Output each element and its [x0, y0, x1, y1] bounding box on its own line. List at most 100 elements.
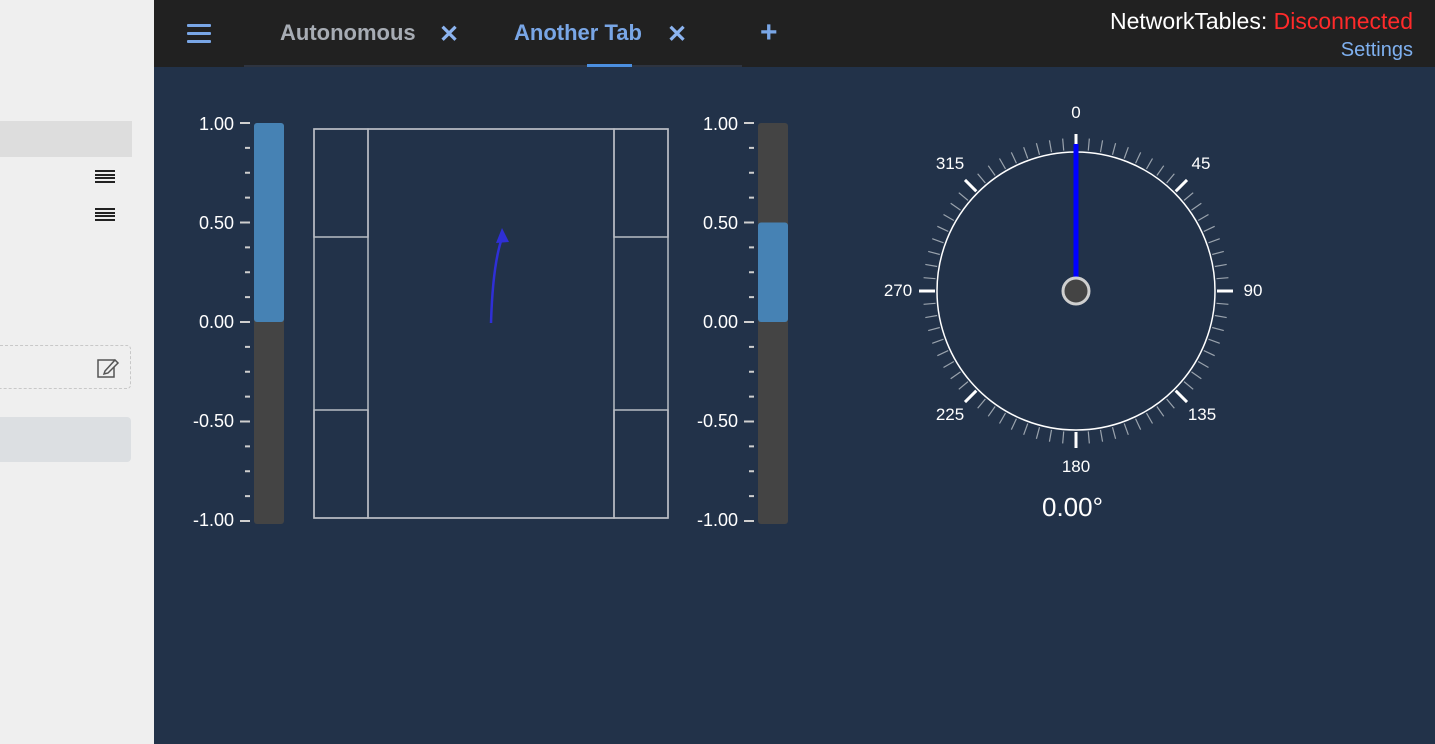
close-icon[interactable]: ✕: [667, 21, 688, 48]
gyro-minor-tick: [1145, 412, 1154, 424]
gyro-minor-tick: [937, 225, 949, 232]
gyro-minor-tick: [1099, 140, 1104, 153]
gyro-minor-tick: [1183, 192, 1194, 201]
tick-label: -1.00: [192, 510, 234, 530]
gyro-minor-tick: [1087, 431, 1090, 444]
add-tab-button[interactable]: +: [760, 16, 778, 49]
drivebase-body: [367, 128, 615, 519]
gyro-minor-tick: [950, 202, 961, 211]
gyro-label-0: 0: [1071, 103, 1080, 122]
tab-autonomous[interactable]: Autonomous ✕: [280, 20, 459, 48]
gyro-major-tick: [963, 389, 978, 404]
gyro-minor-tick: [1216, 302, 1229, 305]
gyro-minor-tick: [950, 371, 961, 380]
gyro-minor-tick: [928, 326, 940, 332]
gyro-minor-tick: [998, 412, 1007, 424]
gyro-minor-tick: [932, 238, 944, 244]
gyro-dial: [936, 151, 1216, 431]
gyro-minor-tick: [1062, 138, 1065, 151]
tick-label: 1.00: [198, 114, 234, 134]
tab-label: Autonomous: [280, 20, 416, 45]
gyro-minor-tick: [1203, 350, 1215, 357]
gyro-minor-tick: [1203, 225, 1215, 232]
gyro-minor-tick: [987, 406, 996, 417]
heading-value: 0.00°: [1042, 492, 1104, 522]
gyro-ticks: [919, 134, 1233, 448]
list-icon[interactable]: [95, 208, 115, 222]
gyro-minor-tick: [1191, 202, 1202, 211]
menu-icon[interactable]: [187, 24, 211, 44]
gyro-minor-tick: [1156, 165, 1165, 176]
gyro-minor-tick: [1123, 147, 1129, 159]
gyro-minor-tick: [1145, 158, 1154, 170]
tick-label: 1.00: [702, 114, 738, 134]
tick-label: -0.50: [696, 411, 738, 431]
top-bar: Autonomous ✕ Another Tab ✕ + NetworkTabl…: [154, 0, 1435, 67]
gyro-minor-tick: [1208, 338, 1220, 344]
sidebar-button[interactable]: [0, 417, 131, 462]
gyro-label-45: 45: [1192, 154, 1211, 173]
sidebar-selected-row[interactable]: [0, 121, 132, 157]
gyro-minor-tick: [1166, 398, 1175, 409]
gyro-minor-tick: [1156, 406, 1165, 417]
drive-vector-arrow: [489, 237, 504, 324]
gyro-minor-tick: [1197, 213, 1209, 222]
settings-link[interactable]: Settings: [1340, 39, 1413, 61]
tab-another-tab[interactable]: Another Tab ✕: [514, 20, 687, 48]
gyro-minor-tick: [923, 302, 936, 305]
gyro-labels: 0 45 90 135 180 225 270 315: [884, 103, 1263, 476]
drivebase-frame: [313, 128, 669, 519]
gyro-minor-tick: [1111, 143, 1117, 155]
gyro-minor-tick: [928, 250, 940, 256]
right-bar-track: [758, 123, 788, 524]
gyro-minor-tick: [1166, 173, 1175, 184]
edit-icon[interactable]: [96, 356, 120, 380]
gyro-minor-tick: [977, 173, 986, 184]
gyro-label-135: 135: [1188, 405, 1216, 424]
wheel-back-left: [313, 409, 369, 519]
gyro-minor-tick: [987, 165, 996, 176]
wheel-back-right: [613, 409, 669, 519]
gyro-minor-tick: [1023, 423, 1029, 435]
gyro-major-tick: [963, 178, 978, 193]
tab-track: [244, 65, 742, 67]
gyro-label-270: 270: [884, 281, 912, 300]
tick-label: 0.00: [198, 312, 234, 332]
list-icon[interactable]: [95, 170, 115, 184]
close-icon[interactable]: ✕: [439, 21, 460, 48]
gyro-minor-tick: [1212, 250, 1224, 256]
sidebar: [0, 0, 154, 744]
gyro-minor-tick: [1191, 371, 1202, 380]
gyro-minor-tick: [937, 350, 949, 357]
status-state: Disconnected: [1273, 8, 1413, 34]
tab-label: Another Tab: [514, 20, 642, 45]
gyro-minor-tick: [958, 381, 969, 390]
left-bar-track: [254, 123, 284, 524]
gyro-minor-tick: [998, 158, 1007, 170]
gyro-label-315: 315: [936, 154, 964, 173]
gyro-minor-tick: [1023, 147, 1029, 159]
gyro-minor-tick: [1123, 423, 1129, 435]
wheel-front-left: [313, 128, 369, 238]
gyro-minor-tick: [1216, 277, 1229, 280]
tick-label: 0.50: [198, 213, 234, 233]
gyro-minor-tick: [1214, 263, 1227, 268]
right-bar-ticks: [744, 122, 754, 522]
sidebar-input[interactable]: [0, 345, 131, 389]
gyro-minor-tick: [1099, 429, 1104, 442]
drivebase: [313, 128, 669, 519]
tick-label: -0.50: [192, 411, 234, 431]
gyro-major-tick: [1174, 178, 1189, 193]
gyro-minor-tick: [1010, 418, 1017, 430]
drive-vector-arrowhead: [496, 228, 509, 243]
tick-label: 0.00: [702, 312, 738, 332]
gyro-minor-tick: [1208, 238, 1220, 244]
gyro-minor-tick: [943, 360, 955, 369]
gyro-label-180: 180: [1062, 457, 1090, 476]
gyro-minor-tick: [925, 263, 938, 268]
gyro-label-90: 90: [1244, 281, 1263, 300]
gyro-minor-tick: [1135, 418, 1142, 430]
tick-label: -1.00: [696, 510, 738, 530]
gyro-minor-tick: [1135, 152, 1142, 164]
gyro-minor-tick: [1048, 429, 1053, 442]
